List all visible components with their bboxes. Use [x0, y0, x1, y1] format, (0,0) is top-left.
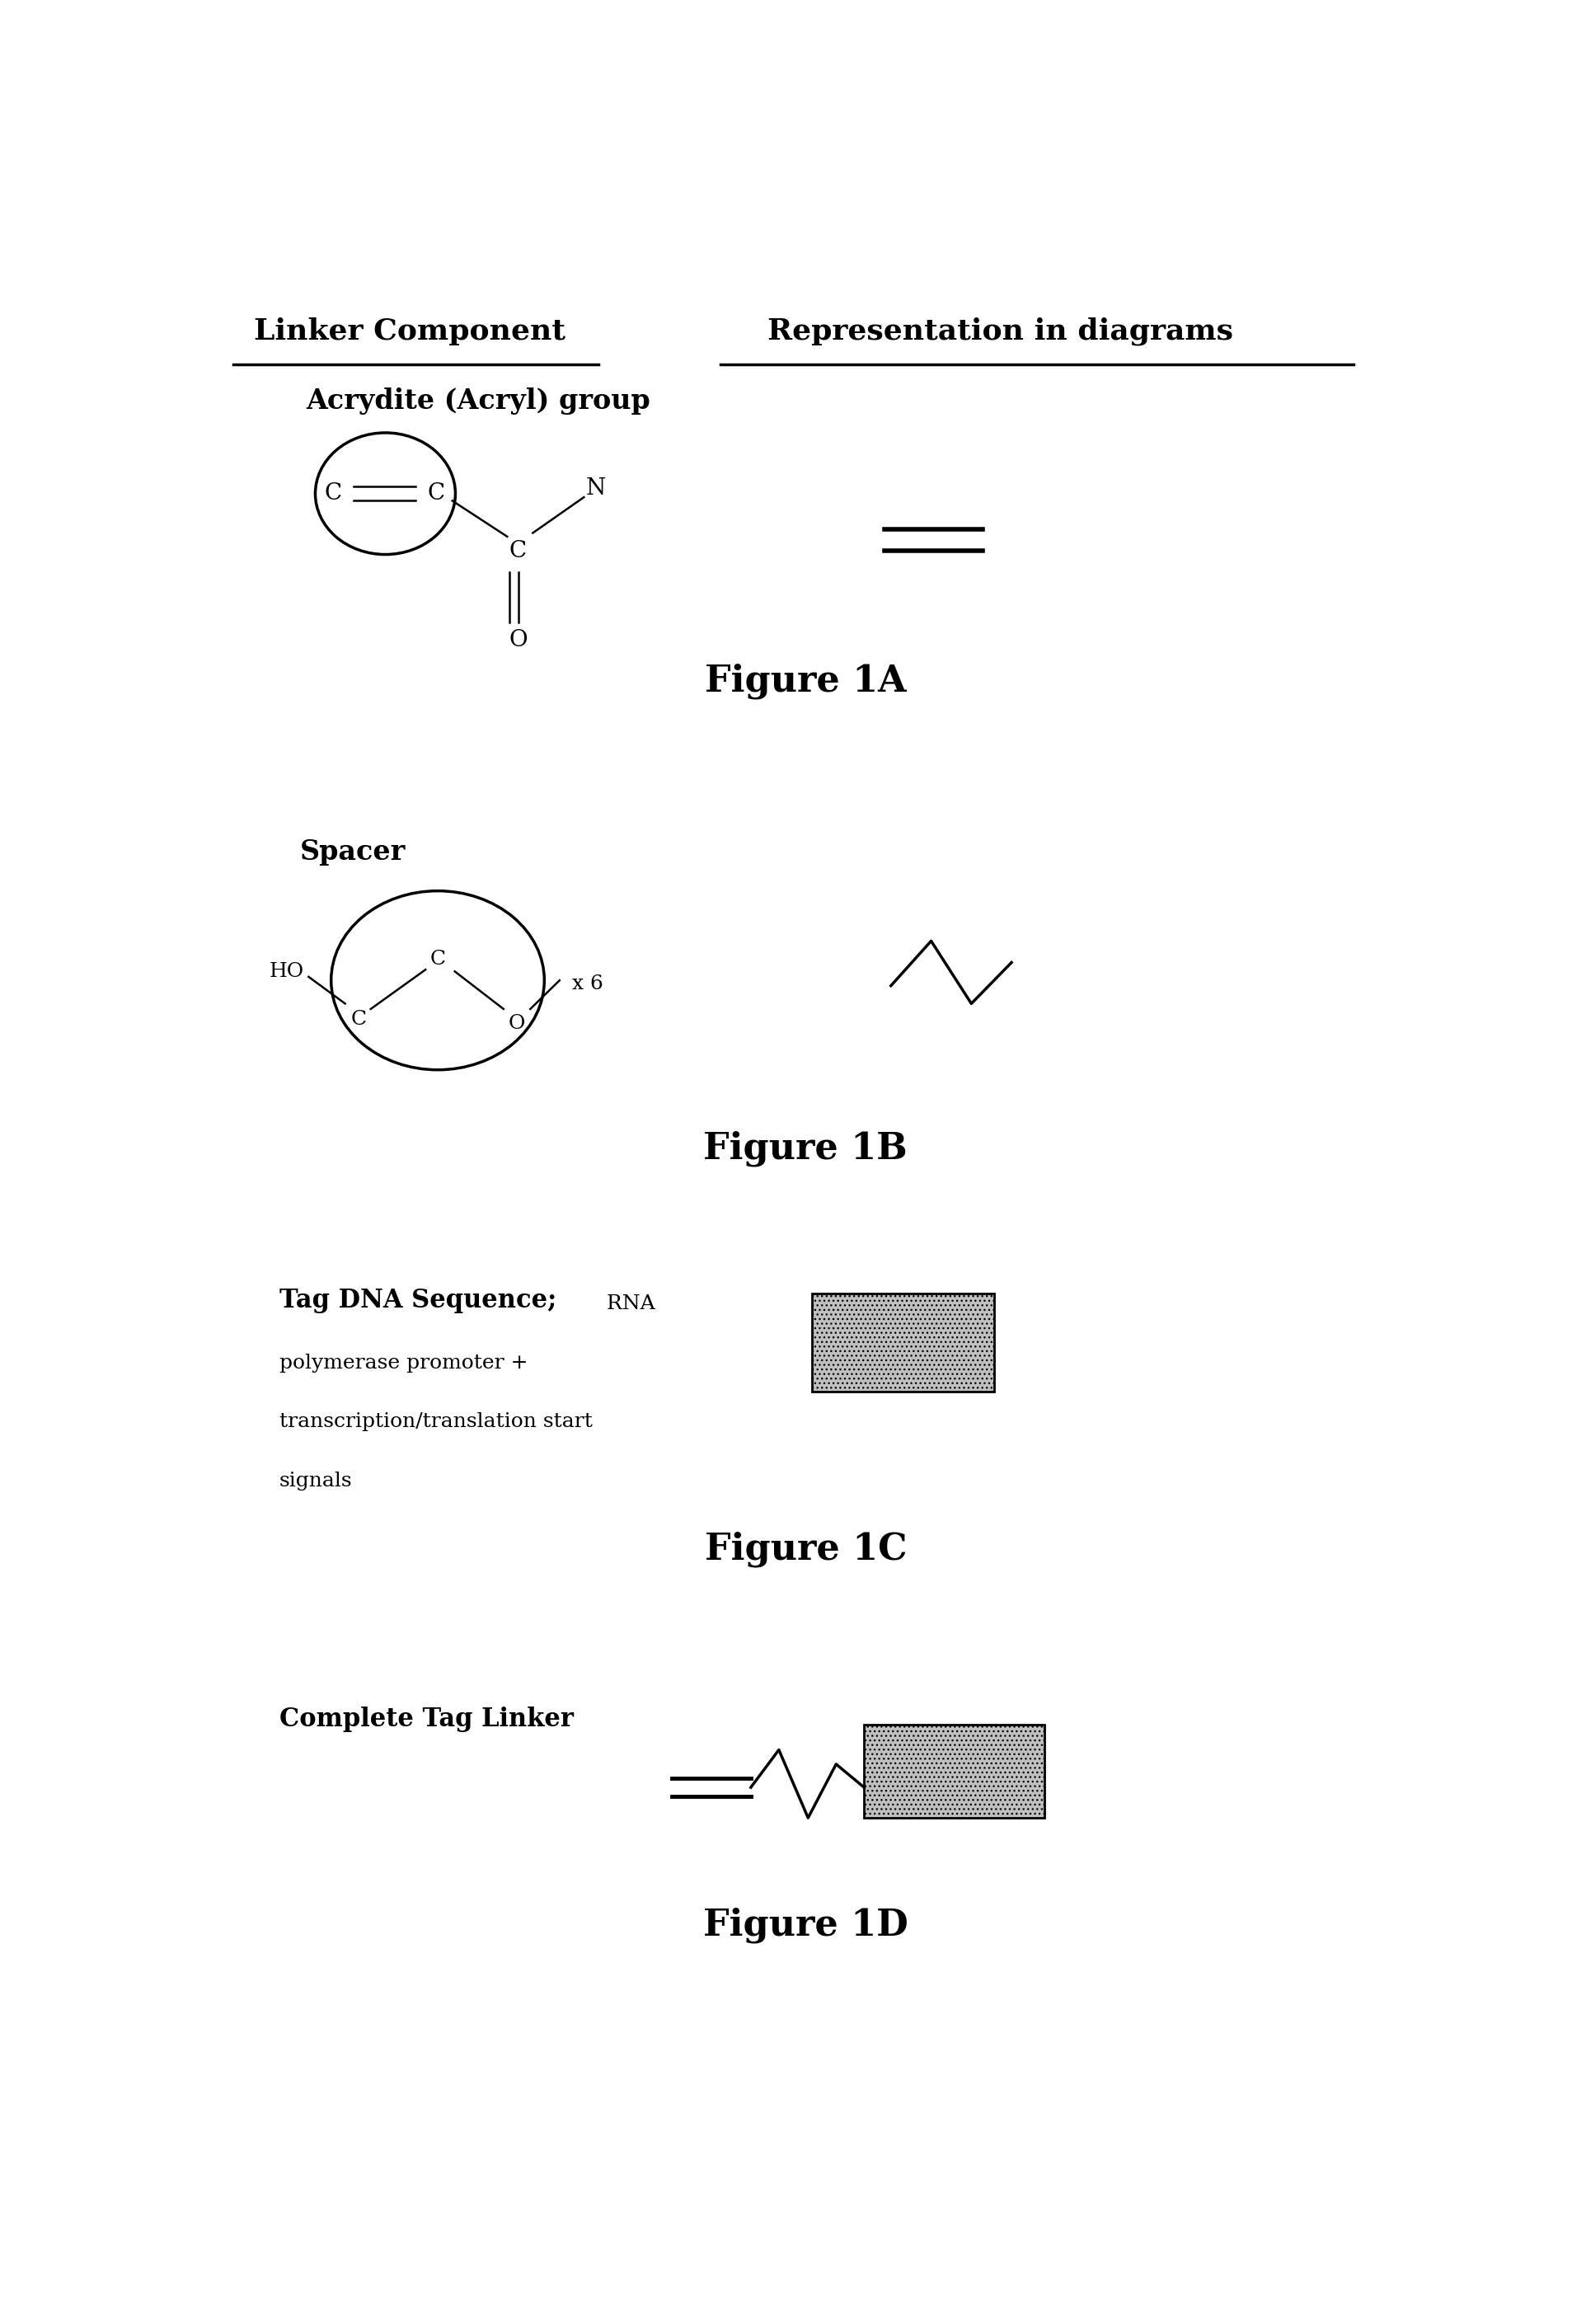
Text: signals: signals [280, 1471, 352, 1490]
Text: x 6: x 6 [572, 974, 604, 992]
Text: polymerase promoter +: polymerase promoter + [280, 1353, 528, 1371]
Text: C: C [324, 483, 341, 504]
Text: O: O [509, 630, 528, 651]
Text: Tag DNA Sequence;: Tag DNA Sequence; [280, 1287, 556, 1313]
Text: Representation in diagrams: Representation in diagrams [767, 316, 1234, 344]
Text: HO: HO [269, 962, 303, 981]
Text: N: N [586, 476, 607, 500]
Text: Figure 1A: Figure 1A [704, 665, 907, 700]
Text: C: C [428, 483, 445, 504]
Text: Spacer: Spacer [300, 839, 406, 867]
Text: Linker Component: Linker Component [255, 316, 566, 344]
Text: Figure 1C: Figure 1C [704, 1532, 907, 1566]
Text: RNA: RNA [601, 1294, 656, 1313]
Text: O: O [508, 1013, 525, 1032]
Text: C: C [509, 539, 527, 562]
Text: transcription/translation start: transcription/translation start [280, 1413, 593, 1432]
Text: Acrydite (Acryl) group: Acrydite (Acryl) group [307, 388, 651, 416]
Text: Complete Tag Linker: Complete Tag Linker [280, 1706, 574, 1731]
Text: Figure 1D: Figure 1D [703, 1908, 909, 1943]
Text: C: C [429, 951, 445, 969]
Text: C: C [351, 1011, 366, 1030]
Text: Figure 1B: Figure 1B [704, 1132, 907, 1167]
Polygon shape [865, 1724, 1044, 1817]
Polygon shape [811, 1294, 995, 1392]
